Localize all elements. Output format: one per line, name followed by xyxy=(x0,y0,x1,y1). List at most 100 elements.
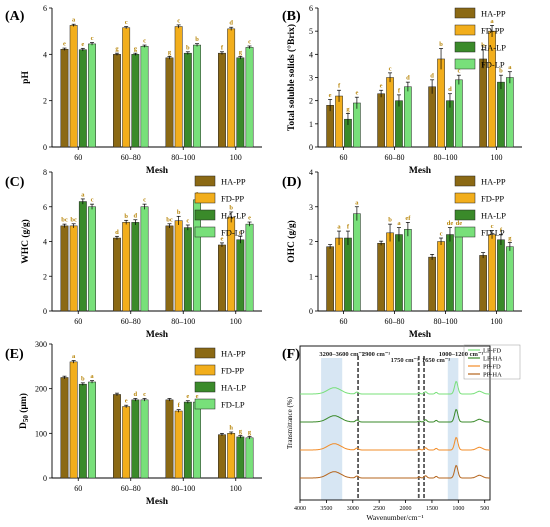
significance-label: a xyxy=(508,64,512,71)
significance-label: b xyxy=(177,209,181,216)
bar-fd-pp xyxy=(174,220,183,312)
bar-fd-pp xyxy=(227,433,236,479)
legend-label: FD-LP xyxy=(481,60,505,70)
legend-swatch xyxy=(194,381,216,393)
x-tick-label: 100 xyxy=(491,153,503,162)
significance-label: g xyxy=(346,106,350,113)
significance-label: bc xyxy=(70,216,77,223)
y-tick-label: 0 xyxy=(43,143,47,152)
legend-label: HA-PP xyxy=(221,349,246,359)
panel-a: (A)0246pH60eaec60–80gcgc80–100gcbb100fdg… xyxy=(5,4,262,176)
significance-label: g xyxy=(239,49,243,56)
band-shade xyxy=(321,358,343,500)
significance-label: d xyxy=(134,391,138,398)
x-axis-title: Mesh xyxy=(409,330,432,340)
x-tick-label: 60 xyxy=(74,317,82,326)
significance-label: de xyxy=(447,220,454,227)
bar-fd-pp xyxy=(227,28,236,148)
legend-swatch xyxy=(454,192,476,204)
bar-ha-pp xyxy=(113,54,121,148)
significance-label: bc xyxy=(166,216,173,223)
legend-swatch xyxy=(194,209,216,221)
bar-fd-lp xyxy=(353,213,361,312)
x-axis-title: Mesh xyxy=(409,166,432,176)
bar-ha-lp xyxy=(497,239,505,312)
significance-label: g xyxy=(508,235,512,242)
x-tick-label: 60 xyxy=(74,153,82,162)
bar-fd-pp xyxy=(335,95,343,148)
bar-ha-pp xyxy=(60,225,69,312)
significance-label: f xyxy=(338,83,341,90)
spectrum-pp-fd xyxy=(300,436,490,451)
significance-label: a xyxy=(90,373,94,380)
bar-ha-lp xyxy=(497,81,505,148)
panel-b: (B) 0 1 2 3 4 5 6 Total soluble solids (°Brix) 60… xyxy=(282,4,522,176)
significance-label: g xyxy=(134,46,138,53)
significance-label: ef xyxy=(405,215,411,222)
y-axis-title: pH xyxy=(21,71,31,84)
y-axis-title: D50 (μm) xyxy=(18,393,30,429)
significance-label: e xyxy=(81,41,84,48)
bar-ha-pp xyxy=(165,225,174,312)
significance-label: g xyxy=(168,49,172,56)
x-tick-label: 100 xyxy=(230,317,242,326)
significance-label: g xyxy=(248,429,252,436)
bar-ha-pp xyxy=(165,57,174,148)
significance-label: e xyxy=(221,235,224,242)
bar-ha-lp xyxy=(131,54,140,148)
y-axis-title-part: (μm) xyxy=(18,393,29,415)
bar-ha-lp xyxy=(78,383,87,479)
bar-fd-lp xyxy=(404,86,412,148)
significance-label: e xyxy=(248,215,251,222)
legend-swatch xyxy=(454,7,476,19)
x-axis-title: Mesh xyxy=(146,330,169,340)
significance-label: de xyxy=(456,220,463,227)
bar-fd-lp xyxy=(193,44,201,148)
x-tick-label: 1000 xyxy=(452,506,464,512)
significance-label: c xyxy=(125,19,128,26)
y-tick-label: 200 xyxy=(35,385,47,394)
bar-ha-pp xyxy=(326,246,334,312)
bar-fd-lp xyxy=(88,43,96,148)
bar-ha-pp xyxy=(326,105,334,148)
bar-ha-pp xyxy=(113,237,121,312)
bar-ha-lp xyxy=(236,57,245,148)
significance-label: c xyxy=(389,65,392,72)
bar-fd-lp xyxy=(353,102,361,148)
significance-label: e xyxy=(239,229,242,236)
bar-fd-lp xyxy=(140,206,149,312)
spectrum-lp-ha xyxy=(300,408,490,423)
significance-label: f xyxy=(347,224,350,231)
bar-fd-pp xyxy=(386,77,394,148)
significance-label: d xyxy=(406,75,410,82)
bar-fd-pp xyxy=(437,58,445,148)
panel-letter: (C) xyxy=(5,175,25,190)
legend-swatch xyxy=(194,398,216,410)
bar-fd-pp xyxy=(69,25,78,148)
significance-label: e xyxy=(196,393,199,400)
legend-label: HA-LP xyxy=(221,211,246,221)
panel-letter: (D) xyxy=(282,175,302,190)
significance-label: c xyxy=(177,17,180,24)
bar-fd-pp xyxy=(122,406,131,479)
x-tick-label: 60–80 xyxy=(121,153,141,162)
y-tick-label: 0 xyxy=(43,474,47,483)
significance-label: b xyxy=(186,44,190,51)
significance-label: b xyxy=(499,68,503,75)
bar-fd-pp xyxy=(69,361,78,479)
bar-ha-pp xyxy=(428,256,436,312)
band-label: 2900 cm⁻¹ xyxy=(362,351,390,358)
panel-letter: (A) xyxy=(5,9,25,24)
significance-label: h xyxy=(229,424,233,431)
y-axis-title-part: D xyxy=(19,422,29,429)
legend-label: FD-PP xyxy=(221,366,244,376)
bar-fd-lp xyxy=(455,230,463,312)
bar-fd-lp xyxy=(455,79,463,148)
bar-ha-lp xyxy=(183,401,192,479)
significance-label: g xyxy=(115,46,119,53)
x-tick-label: 3000 xyxy=(347,506,359,512)
significance-label: b xyxy=(124,213,128,220)
significance-label: d xyxy=(430,72,434,79)
y-tick-label: 1 xyxy=(309,120,313,129)
